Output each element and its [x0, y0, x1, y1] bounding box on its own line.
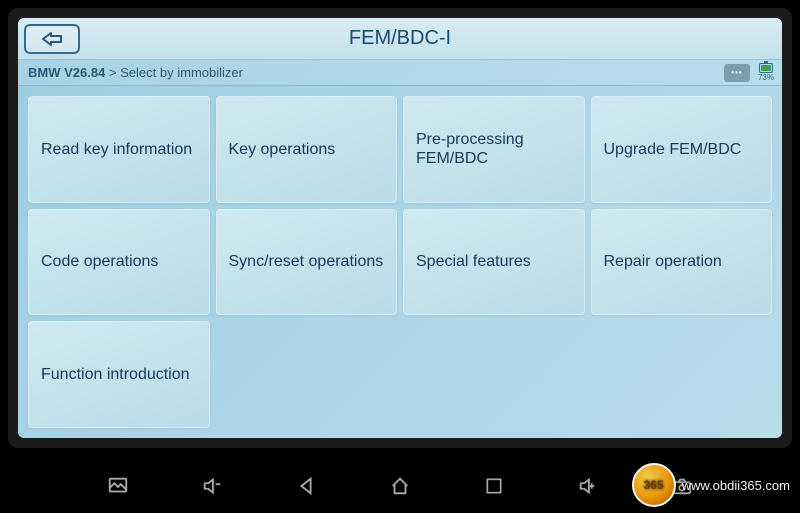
- tile-label: Special features: [416, 252, 531, 271]
- battery-text: 73%: [758, 73, 774, 82]
- app-screen: FEM/BDC-I BMW V26.84 > Select by immobil…: [18, 18, 782, 438]
- home-nav-icon[interactable]: [388, 474, 412, 498]
- battery-indicator: 73%: [758, 63, 774, 82]
- tile-label: Function introduction: [41, 365, 190, 384]
- breadcrumb-prefix: BMW V26.84: [28, 65, 105, 80]
- tile-empty: [591, 321, 773, 428]
- tile-upgrade-fem-bdc[interactable]: Upgrade FEM/BDC: [591, 96, 773, 203]
- top-bar: FEM/BDC-I: [18, 18, 782, 60]
- keyboard-icon[interactable]: •••: [724, 64, 750, 82]
- tile-label: Sync/reset operations: [229, 252, 384, 271]
- back-button[interactable]: [24, 24, 80, 54]
- tile-code-operations[interactable]: Code operations: [28, 209, 210, 316]
- tile-label: Code operations: [41, 252, 158, 271]
- gallery-icon[interactable]: [106, 474, 130, 498]
- status-right: ••• 73%: [724, 63, 774, 82]
- tile-label: Read key information: [41, 140, 192, 159]
- volume-up-icon[interactable]: [576, 474, 600, 498]
- tile-label: Pre-processing FEM/BDC: [416, 130, 572, 168]
- android-nav-bar: [0, 458, 800, 513]
- tile-key-operations[interactable]: Key operations: [216, 96, 398, 203]
- tile-empty: [403, 321, 585, 428]
- tile-label: Repair operation: [604, 252, 722, 271]
- tile-function-introduction[interactable]: Function introduction: [28, 321, 210, 428]
- tile-sync-reset[interactable]: Sync/reset operations: [216, 209, 398, 316]
- breadcrumb-path: > Select by immobilizer: [109, 65, 243, 80]
- breadcrumb-bar: BMW V26.84 > Select by immobilizer ••• 7…: [18, 60, 782, 86]
- breadcrumb: BMW V26.84 > Select by immobilizer: [28, 65, 243, 80]
- tile-label: Upgrade FEM/BDC: [604, 140, 742, 159]
- menu-grid: Read key information Key operations Pre-…: [18, 86, 782, 438]
- tile-pre-processing[interactable]: Pre-processing FEM/BDC: [403, 96, 585, 203]
- tile-repair-operation[interactable]: Repair operation: [591, 209, 773, 316]
- back-nav-icon[interactable]: [294, 474, 318, 498]
- camera-icon[interactable]: [670, 474, 694, 498]
- back-arrow-icon: [39, 30, 65, 48]
- tile-empty: [216, 321, 398, 428]
- tablet-frame: FEM/BDC-I BMW V26.84 > Select by immobil…: [8, 8, 792, 448]
- volume-down-icon[interactable]: [200, 474, 224, 498]
- recent-nav-icon[interactable]: [482, 474, 506, 498]
- page-title: FEM/BDC-I: [18, 27, 782, 50]
- tile-label: Key operations: [229, 140, 336, 159]
- tile-special-features[interactable]: Special features: [403, 209, 585, 316]
- tile-read-key-information[interactable]: Read key information: [28, 96, 210, 203]
